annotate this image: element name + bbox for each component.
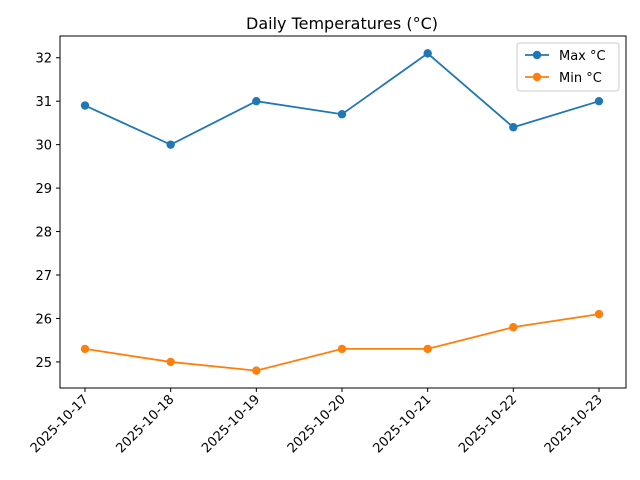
- data-point: [166, 357, 175, 367]
- chart-title: Daily Temperatures (°C): [246, 14, 438, 33]
- legend-label: Max °C: [559, 49, 606, 64]
- data-point: [509, 322, 518, 332]
- data-point: [423, 49, 432, 58]
- data-point: [252, 96, 261, 106]
- y-tick-label: 26: [35, 312, 52, 327]
- data-point: [252, 366, 261, 375]
- legend-swatch-marker: [532, 50, 542, 60]
- series-layer: [80, 49, 604, 375]
- y-tick-label: 29: [35, 182, 52, 197]
- x-tick-label: 2025-10-19: [199, 392, 263, 456]
- data-point: [509, 123, 518, 132]
- x-tick-label: 2025-10-21: [370, 392, 434, 456]
- x-tick-label: 2025-10-17: [28, 392, 92, 456]
- data-point: [166, 140, 175, 149]
- y-tick-label: 28: [35, 226, 52, 241]
- data-point: [423, 344, 432, 354]
- data-point: [80, 344, 90, 354]
- y-tick-label: 25: [35, 356, 52, 371]
- data-point: [80, 101, 90, 110]
- legend: Max °C Min °C: [516, 42, 620, 92]
- y-tick-label: 30: [35, 139, 52, 154]
- series-line-2: [84, 313, 600, 372]
- data-point: [594, 96, 604, 106]
- x-tick-label: 2025-10-22: [456, 392, 520, 456]
- y-tick-label: 32: [35, 52, 52, 67]
- y-tick-label: 27: [35, 269, 52, 284]
- x-tick-label: 2025-10-20: [285, 392, 349, 456]
- data-point: [337, 110, 347, 119]
- legend-label: Min °C: [559, 71, 602, 86]
- legend-swatch-marker: [532, 72, 542, 82]
- y-tick-label: 31: [35, 95, 52, 110]
- axes-frame: [59, 35, 627, 389]
- x-tick-label: 2025-10-18: [113, 392, 177, 456]
- plot-area: 25 26 27 28 29 30 31 32 2025-10-17 2025-10-18 2025…: [28, 35, 627, 456]
- x-tick-label: 2025-10-23: [542, 392, 606, 456]
- data-point: [337, 344, 347, 354]
- data-point: [594, 309, 604, 319]
